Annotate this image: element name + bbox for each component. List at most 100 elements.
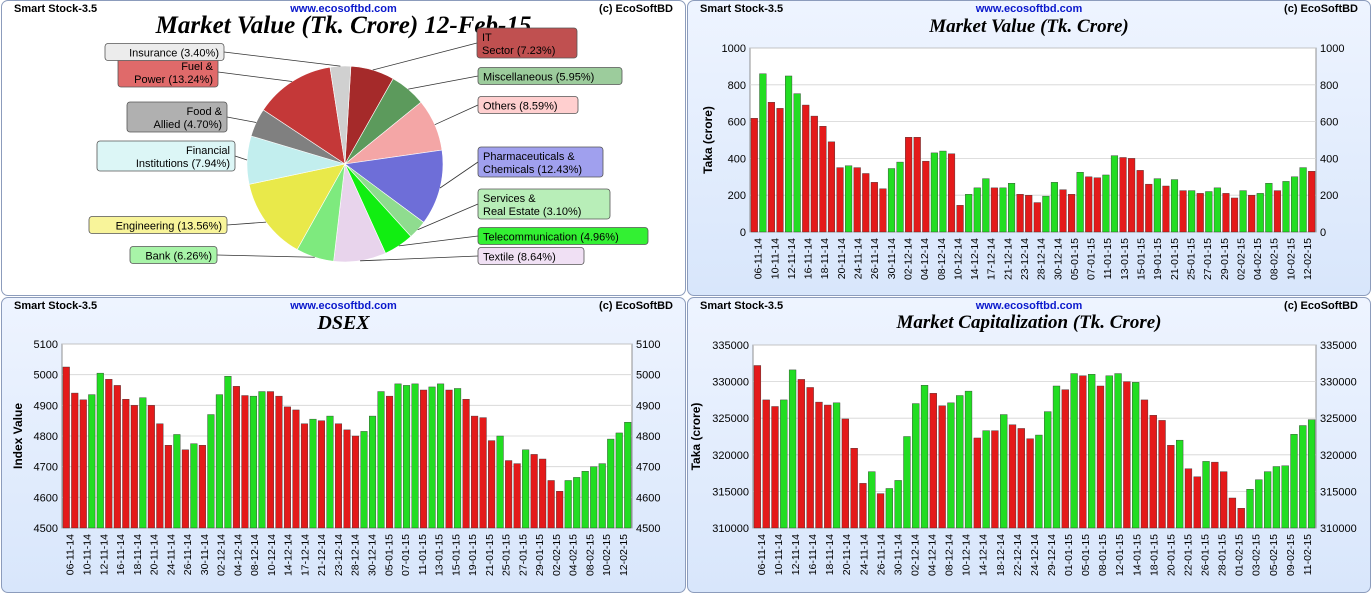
bar <box>241 395 249 529</box>
bar <box>853 167 861 233</box>
panel-header: Smart Stock-3.5 www.ecosoftbd.com (c) Ec… <box>688 298 1370 314</box>
x-tick-label: 13-01-15 <box>1119 238 1131 280</box>
bar <box>930 152 938 233</box>
bar <box>802 104 810 233</box>
bar <box>827 141 836 233</box>
x-tick-label: 30-11-14 <box>199 534 211 575</box>
bar <box>832 402 841 529</box>
x-tick-label: 17-12-14 <box>299 534 311 576</box>
bar <box>1026 438 1034 529</box>
bar <box>1110 155 1119 233</box>
website-link[interactable]: www.ecosoftbd.com <box>975 300 1083 312</box>
bar <box>173 434 181 529</box>
bar <box>1246 489 1254 529</box>
x-tick-label: 12-01-15 <box>1114 534 1126 576</box>
bar <box>913 137 921 233</box>
y-axis-label: Taka (crore) <box>689 403 703 471</box>
y-tick-label-right: 310000 <box>1320 523 1357 535</box>
bar <box>1149 415 1157 529</box>
bar <box>956 205 964 233</box>
bar <box>956 395 964 529</box>
y-tick-label-right: 200 <box>1320 190 1338 202</box>
bar <box>845 165 853 233</box>
y-tick-label-right: 0 <box>1320 227 1326 239</box>
website-link[interactable]: www.ecosoftbd.com <box>290 300 397 312</box>
leader-line <box>398 235 479 247</box>
bar <box>164 444 172 529</box>
bar <box>1162 185 1170 233</box>
x-tick-label: 23-12-14 <box>1019 238 1031 280</box>
bar <box>1061 389 1069 529</box>
bar <box>939 150 947 233</box>
y-tick-label-right: 320000 <box>1320 450 1357 462</box>
slice-label: Financial <box>186 145 230 157</box>
y-tick-label-right: 400 <box>1320 153 1338 165</box>
bar <box>411 383 419 529</box>
chart-title: Market Capitalization (Tk. Crore) <box>896 312 1162 333</box>
bar <box>266 391 274 529</box>
x-tick-label: 15-01-15 <box>450 534 462 576</box>
x-tick-label: 08-12-14 <box>249 534 261 576</box>
x-tick-label: 26-11-14 <box>869 238 881 279</box>
bar <box>1272 466 1281 529</box>
y-tick-label-right: 4700 <box>636 462 660 474</box>
slice-label: Power (13.24%) <box>134 74 213 86</box>
x-tick-label: 25-01-15 <box>501 534 513 576</box>
bar <box>1136 170 1144 233</box>
y-tick-label-right: 4800 <box>636 431 660 443</box>
x-tick-label: 08-01-15 <box>1097 534 1109 576</box>
x-tick-label: 11-01-15 <box>1102 238 1114 279</box>
bar <box>556 490 564 529</box>
y-tick-label: 325000 <box>712 413 749 425</box>
x-tick-label: 07-01-15 <box>1086 238 1098 280</box>
y-tick-label: 5000 <box>34 370 58 382</box>
bar <box>905 137 913 233</box>
bar <box>870 182 878 233</box>
chart-title: Market Value (Tk. Crore) 12-Feb-15 <box>155 12 532 39</box>
bar <box>1222 193 1230 233</box>
x-tick-label: 11-01-15 <box>417 534 429 575</box>
bar <box>1088 374 1096 529</box>
y-tick-label-right: 1000 <box>1320 43 1344 55</box>
slice-label: Insurance (3.40%) <box>129 48 219 60</box>
bar <box>810 115 818 233</box>
app-name: Smart Stock-3.5 <box>700 3 784 15</box>
app-name: Smart Stock-3.5 <box>14 300 98 312</box>
bar <box>767 102 775 233</box>
bar <box>581 471 589 529</box>
bar <box>232 386 240 529</box>
x-tick-label: 24-11-14 <box>853 238 865 279</box>
website-link[interactable]: www.ecosoftbd.com <box>975 3 1083 15</box>
bar <box>462 398 470 529</box>
x-tick-label: 10-02-15 <box>1285 238 1297 280</box>
x-tick-label: 21-01-15 <box>484 534 496 576</box>
bar <box>326 415 334 529</box>
slice-label: Institutions (7.94%) <box>136 158 230 170</box>
bar <box>215 394 223 529</box>
bar <box>938 405 946 529</box>
x-tick-label: 03-02-15 <box>1251 534 1263 576</box>
x-tick-label: 16-11-14 <box>115 534 127 575</box>
x-tick-label: 27-01-15 <box>517 534 529 576</box>
x-tick-label: 18-01-15 <box>1148 534 1160 576</box>
x-tick-label: 20-11-14 <box>836 238 848 279</box>
pie-slice <box>344 149 444 223</box>
leader-line <box>226 116 257 123</box>
y-tick-label: 400 <box>728 153 746 165</box>
x-tick-label: 06-11-14 <box>756 534 768 575</box>
x-tick-label: 02-02-15 <box>551 534 563 576</box>
x-tick-label: 02-12-14 <box>909 534 921 576</box>
website-link[interactable]: www.ecosoftbd.com <box>290 3 397 15</box>
x-tick-label: 21-12-14 <box>1002 238 1014 280</box>
bar <box>1188 190 1196 233</box>
bar <box>147 405 155 529</box>
bar <box>1263 471 1272 529</box>
x-tick-label: 12-11-14 <box>790 534 802 575</box>
bar <box>885 488 893 529</box>
bar <box>1085 176 1093 233</box>
bar <box>334 423 343 529</box>
bar <box>88 394 96 529</box>
bar <box>224 375 232 529</box>
bar <box>1299 167 1307 233</box>
